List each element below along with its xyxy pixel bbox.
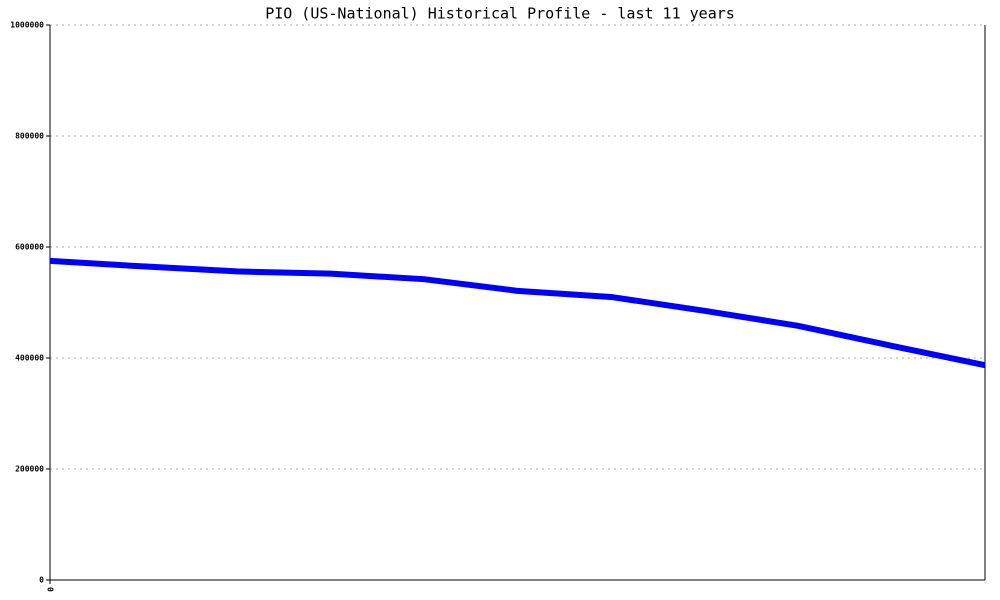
y-tick-label: 600000 <box>15 243 44 252</box>
y-tick-label: 400000 <box>15 354 44 363</box>
y-tick-label: 200000 <box>15 465 44 474</box>
y-tick-label: 1000000 <box>10 21 44 30</box>
x-tick-label: 0 <box>46 587 55 592</box>
line <box>49 257 986 369</box>
chart-title: PIO (US-National) Historical Profile - l… <box>265 5 735 23</box>
y-tick-label: 0 <box>39 576 44 585</box>
y-tick-label: 800000 <box>15 132 44 141</box>
